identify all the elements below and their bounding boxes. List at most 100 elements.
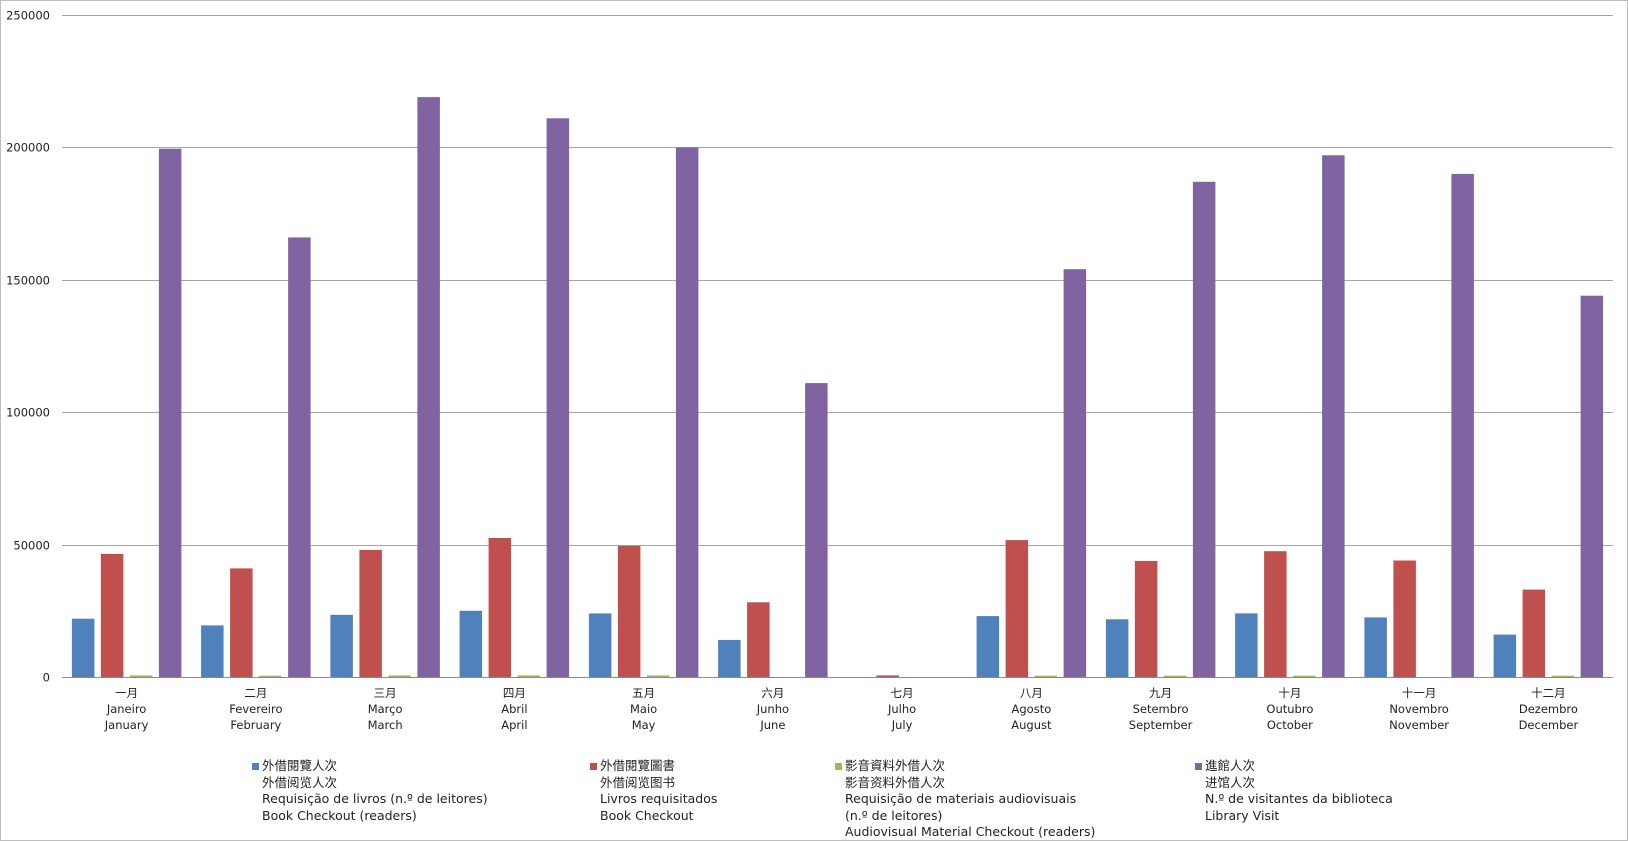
bar <box>388 675 411 677</box>
x-category-label: October <box>1267 718 1313 732</box>
legend-line: 外借閱覽圖書 <box>600 758 676 773</box>
x-category-label: November <box>1389 718 1449 732</box>
bar <box>1264 551 1287 677</box>
x-category-label: April <box>501 718 527 732</box>
bar <box>1364 617 1387 677</box>
x-category-label: Setembro <box>1133 702 1189 716</box>
legend-line: 进馆人次 <box>1205 774 1256 790</box>
legend-line: 外借阅览人次 <box>262 774 338 790</box>
legend-entry-book-checkout: 外借閱覽圖書 外借阅览图书 Livros requisitados Book C… <box>590 758 718 824</box>
legend-line: Livros requisitados <box>600 791 718 806</box>
x-category-label: 四月 <box>503 686 526 700</box>
bar <box>1451 173 1474 677</box>
x-category-label: Outubro <box>1266 702 1313 716</box>
x-category-label: Novembro <box>1389 702 1449 716</box>
x-category-label: Dezembro <box>1519 702 1578 716</box>
x-category-label: September <box>1129 718 1193 732</box>
x-category-label: March <box>368 718 403 732</box>
bar <box>1134 561 1158 677</box>
bar <box>359 549 382 677</box>
bars <box>71 97 1604 678</box>
bar <box>1063 269 1087 677</box>
x-category-label: May <box>632 718 656 732</box>
bar <box>1322 155 1345 678</box>
bar <box>805 383 828 677</box>
x-category-label: Março <box>368 702 403 716</box>
x-category-label: 十月 <box>1278 686 1301 700</box>
bar <box>1551 675 1575 677</box>
bar <box>675 147 699 677</box>
y-tick-label: 0 <box>43 671 50 685</box>
x-category-label: Janeiro <box>106 702 147 716</box>
x-category-label: 三月 <box>374 686 397 700</box>
x-category-label: July <box>891 718 913 732</box>
bar <box>646 675 670 677</box>
bar <box>158 148 182 677</box>
y-tick-label: 150000 <box>6 274 50 288</box>
x-category-label: 九月 <box>1149 686 1172 700</box>
bar <box>1580 295 1604 677</box>
bar <box>259 675 282 677</box>
legend-line: Audiovisual Material Checkout (readers) <box>845 824 1096 839</box>
legend-swatch <box>1195 763 1202 770</box>
x-category-label: Fevereiro <box>229 702 282 716</box>
legend-line: 外借閱覽人次 <box>262 758 338 773</box>
y-tick-label: 100000 <box>6 406 50 420</box>
legend-line: 影音資料外借人次 <box>845 758 946 773</box>
bar <box>718 639 741 677</box>
bar <box>100 553 124 677</box>
bar <box>1005 540 1029 677</box>
x-category-label: June <box>759 718 785 732</box>
x-category-label: 二月 <box>244 686 267 700</box>
legend-line: N.º de visitantes da biblioteca <box>1205 791 1393 806</box>
bar <box>546 118 570 678</box>
y-tick-label: 50000 <box>13 539 50 553</box>
x-category-label: Junho <box>756 702 789 716</box>
x-category-label: August <box>1011 718 1052 732</box>
legend-line: 外借阅览图书 <box>600 774 676 790</box>
legend-line: Book Checkout <box>600 807 694 823</box>
y-tick-label: 200000 <box>6 141 50 155</box>
bar <box>588 613 612 677</box>
legend-entry-audiovisual-checkout: 影音資料外借人次 影音资料外借人次 Requisição de materiai… <box>835 758 1096 841</box>
legend-line: 影音资料外借人次 <box>845 774 946 790</box>
x-category-label: 十二月 <box>1531 686 1566 700</box>
bar <box>1034 675 1058 677</box>
legend-swatch <box>590 763 597 770</box>
legend-line: 進館人次 <box>1205 758 1256 773</box>
bar <box>617 545 641 677</box>
x-category-label: Maio <box>630 702 657 716</box>
y-axis-ticks: 0 50000 100000 150000 200000 250000 <box>6 9 50 685</box>
bar <box>71 618 95 677</box>
bar <box>1163 675 1187 677</box>
legend-line: Requisição de livros (n.º de leitores) <box>262 791 488 806</box>
x-category-label: 五月 <box>632 686 655 700</box>
bar <box>1293 675 1316 677</box>
bar <box>459 610 483 677</box>
x-category-label: 十一月 <box>1402 686 1437 700</box>
bar <box>1493 634 1517 677</box>
bar <box>330 614 353 677</box>
bar <box>976 616 1000 677</box>
y-tick-label: 250000 <box>6 9 50 23</box>
bar <box>876 675 899 677</box>
x-category-label: January <box>104 718 149 732</box>
x-category-label: Agosto <box>1012 702 1052 716</box>
bar <box>230 568 253 677</box>
x-category-label: February <box>230 718 281 732</box>
legend-line: Book Checkout (readers) <box>262 807 417 823</box>
bar <box>288 237 311 677</box>
x-axis-categories: 一月 Janeiro January 二月 Fevereiro February 三月 Mar… <box>104 686 1579 732</box>
bar <box>1522 589 1546 677</box>
bar <box>1393 560 1416 677</box>
x-category-label: Abril <box>501 702 527 716</box>
legend-line: Requisição de materiais audiovisuais <box>845 791 1077 806</box>
bar <box>417 97 440 678</box>
bar <box>1192 181 1216 678</box>
gridlines <box>62 15 1613 678</box>
x-category-label: 八月 <box>1020 686 1043 700</box>
legend-entry-book-checkout-readers: 外借閱覽人次 外借阅览人次 Requisição de livros (n.º … <box>252 758 488 824</box>
x-category-label: Julho <box>887 702 916 716</box>
legend-entry-library-visit: 進館人次 进馆人次 N.º de visitantes da bibliotec… <box>1195 758 1393 824</box>
